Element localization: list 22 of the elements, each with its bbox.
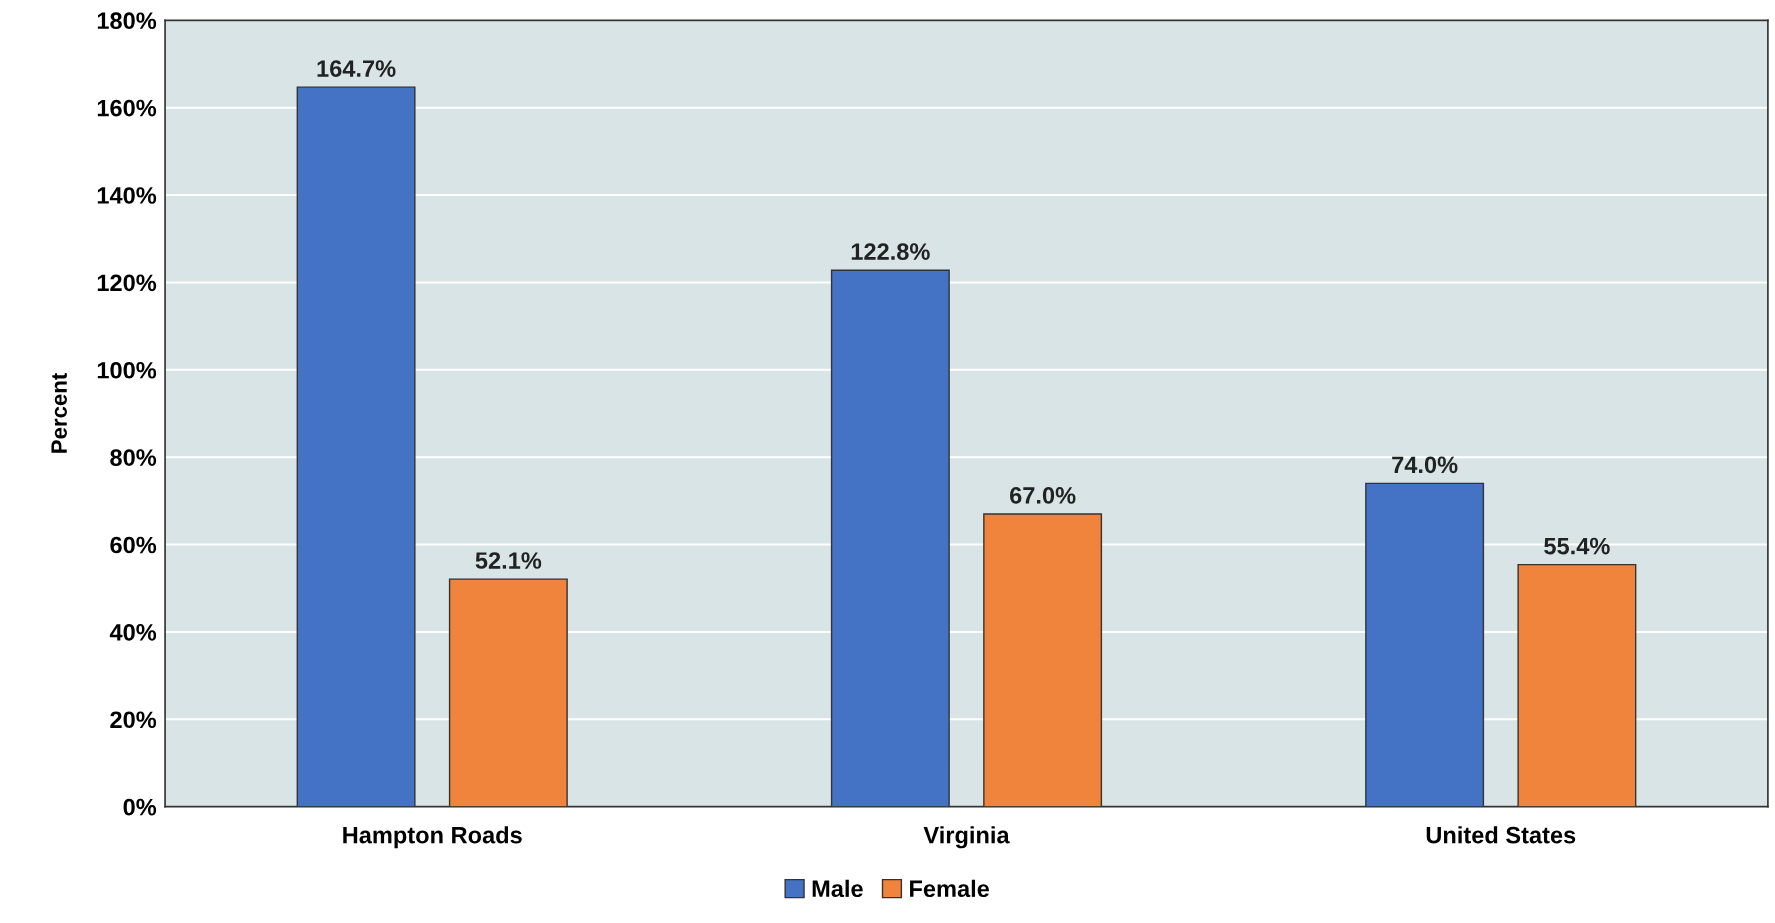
data-label: 52.1% (475, 552, 542, 569)
y-axis-title: Percent (51, 373, 67, 453)
legend-label: Male (812, 879, 863, 898)
x-tick-label: Virginia (923, 826, 1010, 849)
data-label: 67.0% (1010, 487, 1076, 504)
y-tick-label: 180% (97, 12, 157, 30)
legend-label: Female (910, 879, 990, 898)
data-label: 55.4% (1544, 537, 1610, 555)
y-tick-label: 40% (109, 624, 157, 641)
x-tick-label: United States (1426, 826, 1576, 844)
y-tick-label: 140% (97, 187, 157, 204)
data-label: 164.7% (317, 60, 396, 77)
y-tick-label: 0% (123, 798, 157, 816)
y-tick-label: 160% (97, 99, 157, 117)
x-tick-label: Hampton Roads (343, 826, 522, 849)
y-tick-label: 20% (110, 711, 157, 729)
data-label: 74.0% (1392, 456, 1458, 474)
y-tick-label: 80% (110, 449, 157, 466)
y-tick-label: 100% (97, 361, 157, 379)
data-label: 122.8% (851, 243, 930, 260)
y-tick-label: 120% (97, 274, 157, 292)
y-tick-label: 60% (110, 536, 157, 554)
